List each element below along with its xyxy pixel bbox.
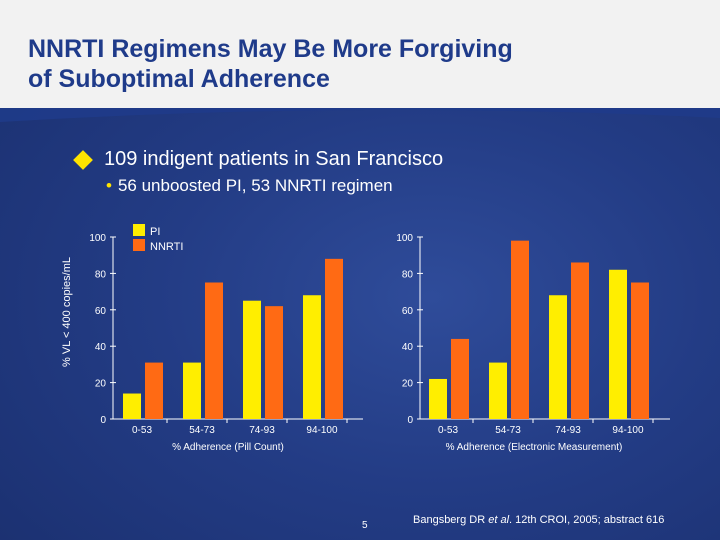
citation-etal: et al [488, 514, 510, 526]
electronic-y-tick-label: 80 [402, 269, 414, 280]
electronic-x-tick-label: 54-73 [495, 425, 521, 436]
main-bullet: 109 indigent patients in San Francisco [73, 148, 444, 171]
pill-bar-nnrti [325, 258, 343, 419]
electronic-y-tick-label: 20 [402, 379, 414, 390]
pill-bar-pi [243, 300, 261, 419]
pill-y-tick-label: 60 [95, 306, 107, 317]
legend-swatch-nnrti [133, 239, 145, 251]
pill-x-tick-label: 94-100 [306, 425, 338, 436]
electronic-y-tick-label: 100 [396, 233, 413, 244]
electronic-bar-nnrti [511, 240, 529, 419]
electronic-y-tick-label: 0 [407, 415, 413, 426]
electronic-bar-nnrti [631, 282, 649, 419]
pill-bar-pi [123, 393, 141, 419]
legend-swatch-pi [133, 224, 145, 236]
electronic-y-tick-label: 60 [402, 306, 414, 317]
electronic-y-tick-label: 40 [402, 342, 414, 353]
electronic-bar-nnrti [571, 262, 589, 419]
electronic-x-axis-title: % Adherence (Electronic Measurement) [446, 442, 623, 453]
citation-suffix: . 12th CROI, 2005; abstract 616 [509, 514, 665, 526]
pill-y-tick-label: 100 [89, 233, 106, 244]
pill-bar-pi [183, 362, 201, 419]
pill-x-tick-label: 54-73 [189, 425, 215, 436]
title-line-2: of Suboptimal Adherence [28, 65, 330, 93]
electronic-bar-pi [429, 378, 447, 419]
pill-y-tick-label: 0 [100, 415, 106, 426]
sub-bullet-text: 56 unboosted PI, 53 NNRTI regimen [117, 176, 393, 195]
electronic-bar-nnrti [451, 338, 469, 419]
title-band [0, 0, 720, 108]
pill-x-tick-label: 74-93 [249, 425, 275, 436]
pill-y-tick-label: 80 [95, 269, 107, 280]
electronic-x-tick-label: 74-93 [555, 425, 581, 436]
slide-title: NNRTI Regimens May Be More Forgiving of … [28, 34, 513, 94]
pill-bar-pi [303, 295, 321, 419]
pill-x-tick-label: 0-53 [132, 425, 152, 436]
citation-prefix: Bangsberg DR [413, 514, 489, 526]
electronic-bar-pi [549, 295, 567, 419]
pill-y-axis-title: % VL < 400 copies/mL [61, 257, 73, 367]
page-number: 5 [362, 520, 368, 531]
pill-bar-nnrti [205, 282, 223, 419]
sub-bullet: • 56 unboosted PI, 53 NNRTI regimen [106, 176, 393, 196]
electronic-bar-pi [609, 269, 627, 419]
main-bullet-text: 109 indigent patients in San Francisco [104, 148, 444, 170]
electronic-x-tick-label: 94-100 [612, 425, 644, 436]
pill-x-axis-title: % Adherence (Pill Count) [172, 442, 284, 453]
header-swoosh [0, 108, 720, 122]
electronic-x-tick-label: 0-53 [438, 425, 458, 436]
legend-label-pi: PI [150, 226, 160, 238]
title-line-1: NNRTI Regimens May Be More Forgiving [28, 35, 513, 63]
pill-bar-nnrti [145, 362, 163, 419]
pill-bar-nnrti [265, 306, 283, 419]
citation: Bangsberg DR et al. 12th CROI, 2005; abs… [413, 514, 664, 526]
pill-y-tick-label: 40 [95, 342, 107, 353]
pill-y-tick-label: 20 [95, 379, 107, 390]
legend-label-nnrti: NNRTI [150, 241, 183, 253]
dot-bullet-icon: • [106, 176, 112, 195]
electronic-bar-pi [489, 362, 507, 419]
